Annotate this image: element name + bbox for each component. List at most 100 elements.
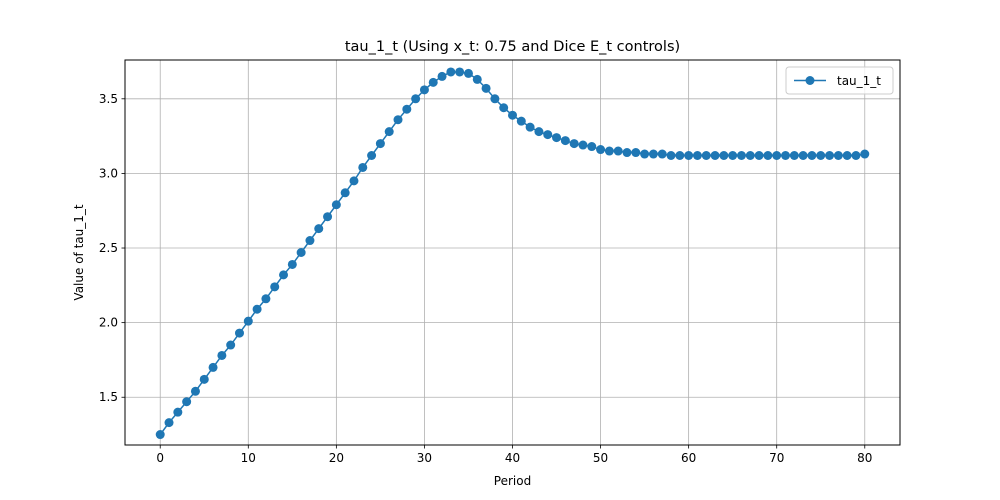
legend-marker-swatch xyxy=(805,76,815,85)
x-tick-label: 0 xyxy=(156,451,164,465)
data-point xyxy=(851,151,861,160)
data-point xyxy=(516,116,526,126)
y-tick-label: 2.5 xyxy=(99,241,118,255)
data-point xyxy=(525,122,535,132)
data-point xyxy=(463,68,473,78)
data-point xyxy=(446,67,456,77)
data-point xyxy=(437,71,447,81)
data-point xyxy=(367,151,377,160)
data-point xyxy=(375,139,385,149)
x-tick-label: 10 xyxy=(241,451,256,465)
data-point xyxy=(569,139,579,149)
data-point xyxy=(419,85,429,95)
data-point xyxy=(296,248,306,257)
data-point xyxy=(825,151,835,160)
data-point xyxy=(402,104,412,114)
y-tick-label: 2.0 xyxy=(99,316,118,330)
data-point xyxy=(587,142,597,152)
series-layer xyxy=(155,67,870,440)
axis-ticks: 0 10 20 30 40 50 60 70 80 1.5 2.0 2.5 3.0 3.5 xyxy=(99,92,873,465)
data-point xyxy=(534,127,544,137)
data-point xyxy=(816,151,826,160)
data-point xyxy=(508,110,517,120)
data-point xyxy=(640,149,650,159)
data-point xyxy=(208,362,218,372)
data-point xyxy=(736,151,746,160)
data-point xyxy=(490,94,500,104)
x-tick-label: 60 xyxy=(681,451,696,465)
data-point xyxy=(719,151,729,160)
data-point xyxy=(692,151,702,160)
data-point xyxy=(173,407,183,417)
data-point xyxy=(217,350,227,360)
data-point xyxy=(552,133,562,143)
y-tick-label: 1.5 xyxy=(99,390,118,404)
data-point xyxy=(155,430,165,440)
chart-title: tau_1_t (Using x_t: 0.75 and Dice E_t co… xyxy=(345,39,680,55)
data-point xyxy=(745,151,755,160)
data-point xyxy=(860,149,870,159)
data-point xyxy=(578,140,588,150)
data-point xyxy=(675,151,685,160)
data-point xyxy=(411,94,421,104)
y-tick-label: 3.0 xyxy=(99,166,118,180)
legend-box xyxy=(785,66,894,95)
legend-entry-tau-1-t: tau_1_t xyxy=(837,74,881,88)
data-point xyxy=(190,386,200,396)
data-point xyxy=(772,151,782,160)
data-point xyxy=(287,259,297,269)
data-point xyxy=(182,397,192,407)
data-point xyxy=(543,130,553,140)
data-point xyxy=(613,146,623,156)
data-point xyxy=(763,151,773,160)
grid xyxy=(125,60,900,445)
data-point xyxy=(331,200,341,210)
y-axis-label: Value of tau_1_t xyxy=(72,204,86,300)
x-tick-label: 50 xyxy=(593,451,608,465)
data-point xyxy=(648,149,658,159)
x-tick-label: 20 xyxy=(329,451,344,465)
data-point xyxy=(684,151,694,160)
y-tick-label: 3.5 xyxy=(99,92,118,106)
data-point xyxy=(234,328,244,338)
x-tick-label: 40 xyxy=(505,451,520,465)
data-point xyxy=(798,151,808,160)
legend: tau_1_t xyxy=(785,66,894,95)
data-point xyxy=(164,418,174,428)
data-point xyxy=(428,77,438,87)
data-point xyxy=(393,115,403,125)
data-point xyxy=(481,83,491,93)
data-point xyxy=(314,224,324,234)
data-point xyxy=(710,151,720,160)
data-point xyxy=(472,74,482,84)
data-point xyxy=(252,304,262,314)
data-point xyxy=(455,67,465,77)
data-point xyxy=(226,340,236,350)
data-point xyxy=(358,162,368,172)
data-point xyxy=(499,103,509,113)
data-point xyxy=(243,316,253,326)
data-point xyxy=(842,151,852,160)
data-point xyxy=(323,212,333,222)
data-point xyxy=(807,151,817,160)
data-point xyxy=(604,146,614,156)
data-point xyxy=(349,176,359,186)
x-axis-label: Period xyxy=(494,474,531,488)
data-point xyxy=(384,127,394,137)
data-point xyxy=(560,136,570,146)
data-point xyxy=(261,294,271,304)
data-point xyxy=(754,151,764,160)
data-point xyxy=(199,374,209,384)
data-point xyxy=(631,148,641,158)
data-point xyxy=(789,151,799,160)
data-point xyxy=(279,270,289,280)
data-point xyxy=(701,151,711,160)
data-point xyxy=(340,188,350,198)
x-tick-label: 30 xyxy=(417,451,432,465)
data-point xyxy=(666,151,676,160)
data-point xyxy=(622,148,632,158)
x-tick-label: 70 xyxy=(769,451,784,465)
data-point xyxy=(833,151,843,160)
data-point xyxy=(657,149,667,159)
